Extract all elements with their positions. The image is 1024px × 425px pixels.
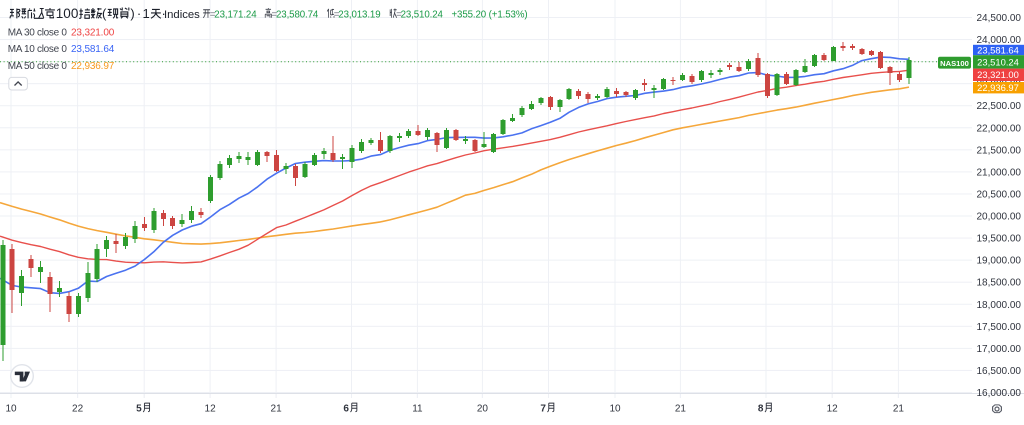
svg-text:MA 50 close 0: MA 50 close 0 (8, 61, 68, 72)
svg-text:): ) (130, 6, 134, 21)
svg-text:21,500.00: 21,500.00 (977, 145, 1022, 156)
svg-text:10: 10 (5, 404, 17, 415)
svg-text:+355.20 (+1.53%): +355.20 (+1.53%) (452, 9, 528, 20)
svg-text:12: 12 (205, 404, 217, 415)
svg-text:=: = (396, 9, 402, 20)
svg-text:20,500.00: 20,500.00 (977, 190, 1022, 201)
svg-text:23,013.19: 23,013.19 (338, 9, 380, 20)
svg-text:21,000.00: 21,000.00 (977, 167, 1022, 178)
svg-text:23,321.00: 23,321.00 (71, 28, 115, 39)
svg-text:23,510.24: 23,510.24 (977, 56, 1019, 67)
svg-text:17,500.00: 17,500.00 (977, 322, 1022, 333)
svg-text:7: 7 (540, 404, 546, 415)
svg-text:12: 12 (827, 404, 839, 415)
svg-text:=: = (272, 9, 278, 20)
svg-text:1: 1 (143, 6, 150, 21)
svg-text:5: 5 (136, 404, 142, 415)
svg-text:16,000.00: 16,000.00 (977, 388, 1022, 399)
svg-text:=: = (334, 9, 340, 20)
svg-text:23,321.00: 23,321.00 (977, 69, 1019, 80)
svg-text:23,510.24: 23,510.24 (401, 9, 444, 20)
svg-text:6: 6 (343, 404, 349, 415)
svg-text:23,171.24: 23,171.24 (214, 9, 257, 20)
svg-text:·: · (137, 6, 141, 21)
svg-text:22: 22 (72, 404, 84, 415)
svg-text:19,500.00: 19,500.00 (977, 234, 1022, 245)
svg-text:NAS100: NAS100 (940, 59, 969, 68)
svg-text:20,000.00: 20,000.00 (977, 212, 1022, 223)
svg-text:22,936.97: 22,936.97 (71, 61, 115, 72)
svg-text:22,000.00: 22,000.00 (977, 123, 1022, 134)
svg-text:16,500.00: 16,500.00 (977, 366, 1022, 377)
svg-text:19,000.00: 19,000.00 (977, 256, 1022, 267)
svg-text:21: 21 (271, 404, 283, 415)
svg-text:11: 11 (412, 404, 423, 415)
svg-text:Indices: Indices (164, 9, 200, 21)
svg-text:18,000.00: 18,000.00 (977, 300, 1022, 311)
svg-text:21: 21 (893, 404, 905, 415)
svg-text:23,580.74: 23,580.74 (276, 9, 319, 20)
svg-text:10: 10 (609, 404, 621, 415)
svg-text:23,581.64: 23,581.64 (71, 44, 115, 55)
svg-text:=: = (210, 9, 216, 20)
svg-text:24,000.00: 24,000.00 (977, 35, 1022, 46)
svg-text:(: ( (102, 6, 107, 21)
svg-text:22,500.00: 22,500.00 (977, 101, 1022, 112)
svg-text:17,000.00: 17,000.00 (977, 344, 1022, 355)
svg-text:24,500.00: 24,500.00 (977, 13, 1022, 24)
svg-text:MA 10 close 0: MA 10 close 0 (8, 44, 68, 55)
svg-text:23,581.64: 23,581.64 (977, 44, 1019, 55)
svg-text:21: 21 (675, 404, 687, 415)
svg-text:100: 100 (56, 6, 79, 21)
svg-text:20: 20 (477, 404, 489, 415)
svg-text:·: · (162, 6, 166, 21)
svg-text:18,500.00: 18,500.00 (977, 278, 1022, 289)
svg-text:8: 8 (758, 404, 764, 415)
svg-text:MA 30 close 0: MA 30 close 0 (8, 28, 68, 39)
svg-text:22,936.97: 22,936.97 (977, 82, 1019, 93)
